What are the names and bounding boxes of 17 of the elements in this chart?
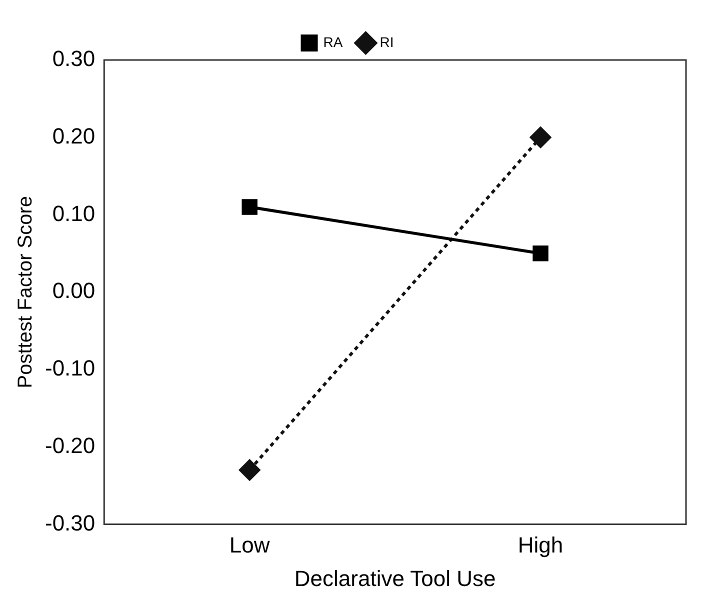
x-axis-title: Declarative Tool Use	[294, 566, 496, 591]
y-tick-label: 0.20	[52, 123, 96, 148]
point	[530, 126, 552, 148]
y-tick-label: 0.00	[52, 278, 96, 304]
y-tick-label: 0.10	[52, 200, 96, 226]
y-tick-label: -0.30	[44, 510, 96, 536]
point	[239, 460, 260, 481]
x-tick-label: High	[518, 532, 564, 558]
y-axis-title: Posttest Factor Score	[14, 196, 37, 388]
point	[532, 246, 548, 262]
y-tick-label: -0.20	[44, 432, 96, 458]
point	[242, 199, 258, 215]
x-tick-label: Low	[229, 532, 270, 558]
y-tick-label: -0.10	[44, 356, 96, 381]
legend-label: RI	[380, 34, 394, 50]
legend-label: RA	[323, 34, 344, 50]
y-tick-label: 0.30	[52, 46, 96, 72]
